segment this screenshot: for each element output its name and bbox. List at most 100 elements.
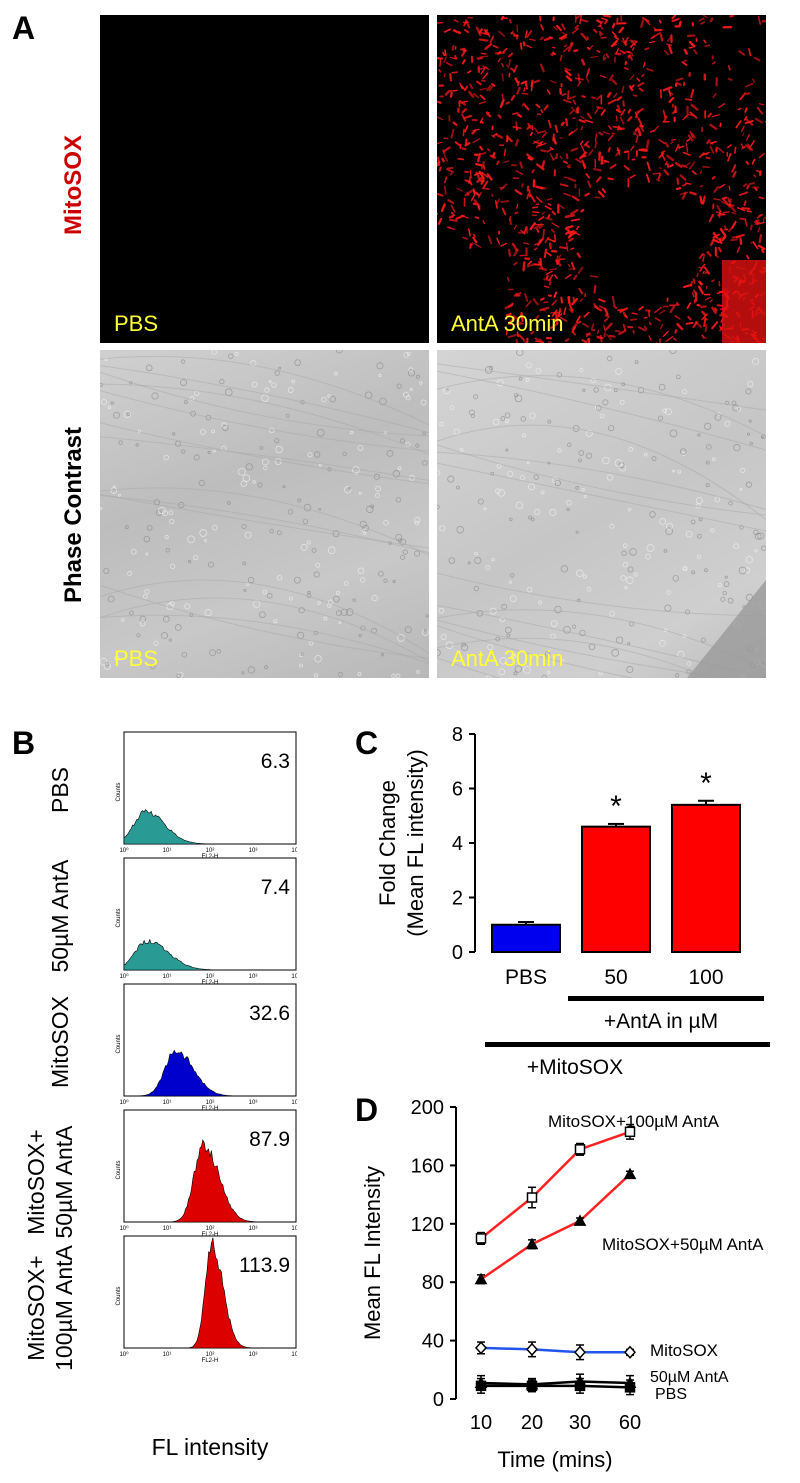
y-tick-label: 160 — [411, 1155, 444, 1177]
cell-granule — [357, 672, 362, 677]
mitochondria-mark — [445, 61, 453, 67]
y-tick-label: 6 — [452, 779, 463, 801]
cell-granule — [397, 633, 405, 642]
cell-edge — [437, 363, 766, 411]
mitochondria-mark — [699, 170, 703, 175]
mitochondria-mark — [746, 209, 753, 213]
cell-granule — [500, 416, 506, 422]
mitochondria-mark — [522, 261, 526, 272]
mitochondria-mark — [523, 87, 526, 92]
cell-granule — [240, 480, 247, 487]
cell-granule — [366, 505, 374, 514]
cell-granule — [360, 577, 366, 583]
mitochondria-mark — [750, 241, 755, 244]
cell-granule — [107, 405, 112, 410]
mitochondria-mark — [546, 89, 551, 95]
cell-granule — [335, 350, 343, 354]
mitochondria-mark — [506, 276, 510, 282]
mitochondria-mark — [718, 103, 726, 109]
histogram-value: 87.9 — [249, 1128, 290, 1151]
cell-granule — [669, 429, 678, 438]
mitochondria-mark — [698, 17, 705, 22]
series-line — [481, 1384, 631, 1389]
mitochondria-mark — [537, 261, 544, 270]
cell-granule — [691, 570, 696, 575]
mitochondria-mark — [502, 47, 508, 53]
cell-granule — [664, 604, 672, 612]
mitochondria-mark — [497, 58, 501, 63]
mitochondria-mark — [761, 248, 765, 254]
cell-granule — [582, 574, 587, 579]
cell-granule — [271, 382, 277, 388]
mitochondria-mark — [727, 77, 733, 81]
cell-granule — [169, 519, 175, 525]
cell-granule — [566, 507, 570, 512]
cell-granule — [241, 671, 245, 675]
cell-granule — [437, 649, 441, 657]
cell-granule — [278, 366, 282, 370]
mitochondria-mark — [751, 158, 756, 165]
cell-granule — [313, 451, 321, 458]
cell-edge — [437, 637, 710, 678]
mitochondria-mark — [437, 100, 442, 104]
cell-granule — [437, 504, 440, 510]
mitochondria-mark — [567, 90, 570, 100]
histogram-axis-title: Counts — [116, 1160, 122, 1179]
cell-granule — [697, 433, 701, 437]
cell-granule — [596, 405, 602, 411]
mitochondria-mark — [514, 138, 519, 147]
cell-granule — [609, 610, 615, 617]
cell-granule — [528, 483, 536, 491]
mitochondria-mark — [702, 253, 705, 263]
mitochondria-mark — [758, 234, 763, 244]
mitochondria-mark — [643, 325, 648, 330]
cell-granule — [259, 611, 266, 619]
cell-granule — [695, 497, 703, 504]
mitochondria-mark — [743, 116, 748, 121]
histogram-plot: 10⁰ 10¹ 10² 10³ 10⁴ FL2-H Counts — [116, 1235, 297, 1362]
mitochondria-mark — [713, 186, 719, 193]
mitochondria-mark — [607, 98, 617, 105]
mitochondria-mark — [522, 340, 528, 343]
mitochondria-mark — [654, 306, 662, 314]
cell-granule — [379, 397, 387, 406]
mitochondria-mark — [568, 308, 574, 314]
cell-granule — [315, 562, 321, 568]
mitochondria-mark — [674, 162, 683, 168]
cell-granule — [414, 520, 420, 526]
data-point — [475, 1233, 487, 1244]
mitochondria-mark — [474, 191, 480, 197]
mitochondria-mark — [586, 68, 591, 77]
cell-granule — [498, 668, 506, 676]
mitochondria-mark — [573, 231, 581, 236]
mitochondria-mark — [443, 185, 447, 195]
mitochondria-mark — [505, 312, 512, 317]
mitochondria-mark — [745, 144, 752, 151]
cell-granule — [376, 362, 384, 370]
cell-granule — [588, 643, 596, 651]
mitochondria-mark — [572, 99, 577, 105]
cell-granule — [425, 614, 429, 618]
mitochondria-mark — [579, 151, 587, 160]
histogram-axis-title: FL2-H — [202, 1358, 219, 1362]
mitochondria-mark — [469, 83, 474, 90]
cell-granule — [445, 641, 454, 650]
mitochondria-mark — [475, 171, 481, 180]
cell-granule — [416, 670, 420, 674]
mitochondria-mark — [616, 127, 625, 131]
mitochondria-mark — [519, 161, 523, 169]
mitochondria-mark — [500, 15, 505, 21]
cell-granule — [698, 517, 703, 522]
mitochondria-mark — [688, 41, 696, 48]
mitochondria-mark — [594, 107, 600, 114]
mitochondria-mark — [526, 193, 530, 200]
cell-granule — [135, 443, 139, 447]
x-tick-label: 100 — [688, 966, 723, 989]
mitochondria-mark — [546, 197, 553, 201]
mitochondria-mark — [560, 296, 563, 304]
cell-granule — [358, 491, 362, 495]
cell-granule — [370, 504, 375, 509]
cell-granule — [525, 362, 532, 369]
cell-granule — [352, 598, 356, 602]
mitochondria-mark — [569, 304, 574, 312]
